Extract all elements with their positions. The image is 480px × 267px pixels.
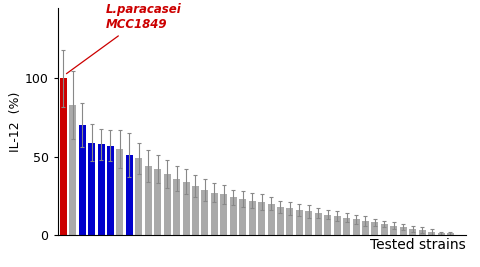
Bar	[277, 207, 284, 235]
Bar	[409, 229, 416, 235]
Bar	[372, 222, 378, 235]
Bar	[447, 233, 454, 235]
Bar	[352, 219, 360, 235]
Bar	[230, 197, 237, 235]
Bar	[69, 105, 76, 235]
Bar	[60, 78, 67, 235]
Bar	[145, 166, 152, 235]
Bar	[239, 199, 246, 235]
Bar	[258, 202, 265, 235]
Bar	[164, 174, 171, 235]
Bar	[305, 211, 312, 235]
Bar	[428, 232, 435, 235]
Bar	[211, 193, 218, 235]
Bar	[437, 233, 444, 235]
Bar	[116, 149, 123, 235]
Bar	[362, 221, 369, 235]
Bar	[287, 208, 293, 235]
Bar	[135, 158, 143, 235]
Bar	[324, 215, 331, 235]
Bar	[202, 190, 208, 235]
X-axis label: Tested strains: Tested strains	[370, 238, 466, 252]
Bar	[390, 226, 397, 235]
Bar	[88, 143, 95, 235]
Bar	[107, 146, 114, 235]
Bar	[315, 213, 322, 235]
Y-axis label: IL-12  (%): IL-12 (%)	[9, 91, 22, 152]
Bar	[79, 125, 86, 235]
Bar	[296, 210, 303, 235]
Bar	[220, 194, 228, 235]
Text: L.paracasei
MCC1849: L.paracasei MCC1849	[66, 3, 181, 74]
Bar	[249, 201, 256, 235]
Bar	[173, 179, 180, 235]
Bar	[334, 216, 341, 235]
Bar	[267, 204, 275, 235]
Bar	[97, 144, 105, 235]
Bar	[192, 186, 199, 235]
Bar	[419, 230, 426, 235]
Bar	[381, 224, 388, 235]
Bar	[154, 169, 161, 235]
Bar	[126, 155, 133, 235]
Bar	[400, 227, 407, 235]
Bar	[182, 182, 190, 235]
Bar	[343, 218, 350, 235]
